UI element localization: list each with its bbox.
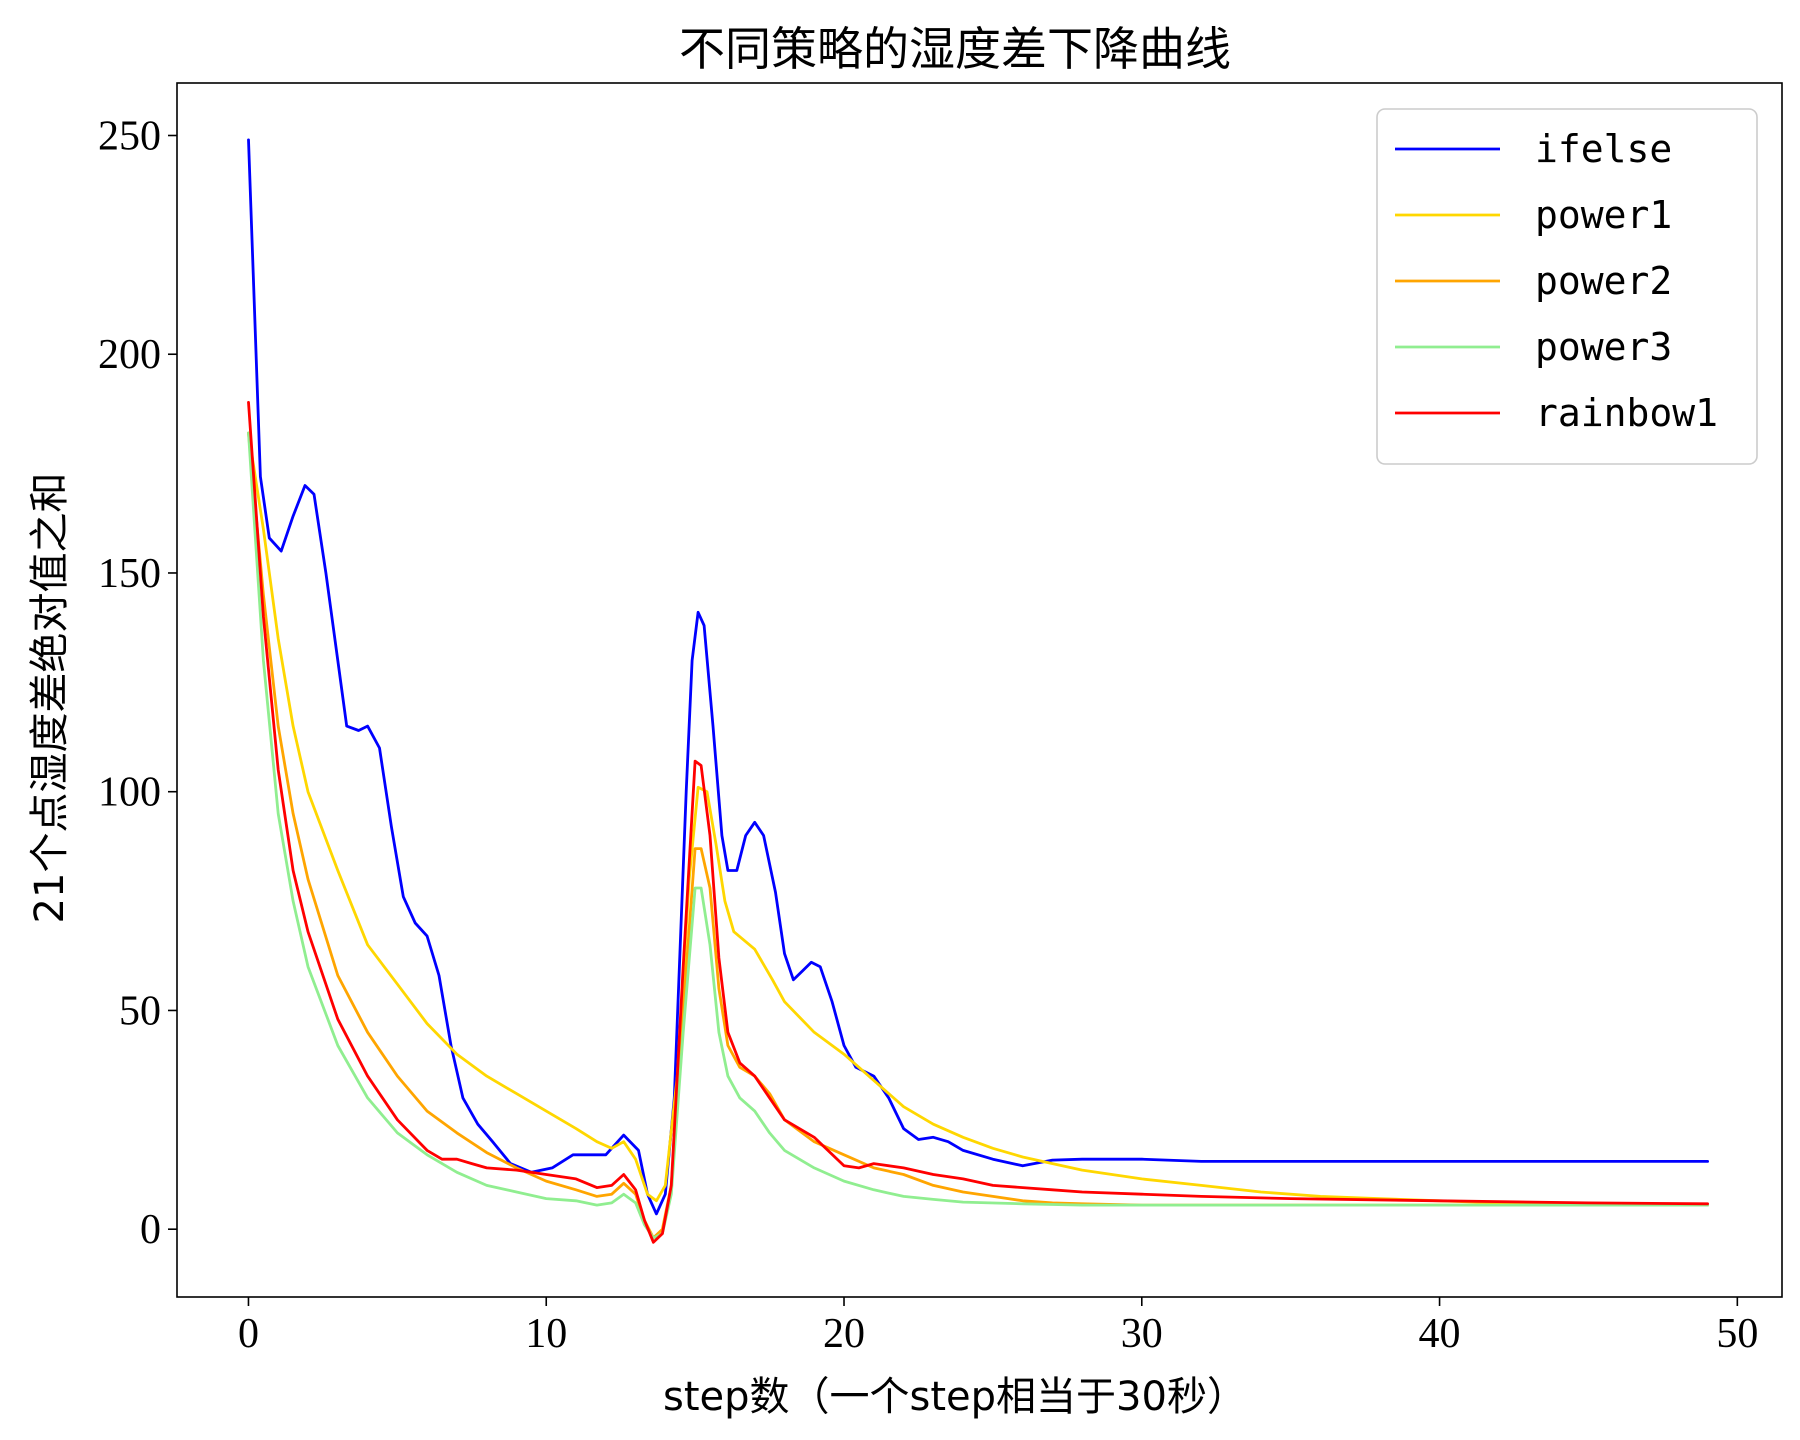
- legend-label: ifelse: [1535, 127, 1672, 171]
- legend: ifelse power1 power2 power3 rainbow1: [1376, 108, 1758, 465]
- y-tick-label: 100: [98, 770, 161, 816]
- series-line-rainbow1: [247, 401, 1709, 1244]
- plot-area-frame: [176, 82, 1783, 1298]
- y-tick-label: 150: [98, 551, 161, 597]
- x-tick-label: 20: [823, 1311, 865, 1357]
- x-tick-label: 0: [238, 1311, 259, 1357]
- x-tick-label: 40: [1419, 1311, 1461, 1357]
- series-lines: [247, 138, 1709, 1244]
- series-line-ifelse: [247, 138, 1709, 1216]
- legend-label: power2: [1535, 259, 1672, 303]
- series-line-power1: [247, 431, 1709, 1207]
- legend-box: [1376, 108, 1758, 465]
- chart-title: 不同策略的湿度差下降曲线: [679, 22, 1231, 76]
- x-tick-label: 50: [1716, 1311, 1758, 1357]
- y-axis-label: 21个点湿度差绝对值之和: [27, 473, 73, 924]
- legend-label: rainbow1: [1535, 391, 1718, 435]
- y-tick-label: 50: [119, 988, 161, 1034]
- y-tick-label: 250: [98, 113, 161, 159]
- axis-ticks: 0 10 20 30 40 50 0 50 100 150 200 250: [98, 113, 1758, 1357]
- series-line-power2: [247, 431, 1709, 1240]
- x-tick-label: 10: [525, 1311, 567, 1357]
- x-axis-label: step数（一个step相当于30秒）: [663, 1374, 1247, 1420]
- legend-label: power1: [1535, 193, 1672, 237]
- x-tick-label: 30: [1121, 1311, 1163, 1357]
- y-tick-label: 200: [98, 332, 161, 378]
- series-line-power3: [247, 431, 1709, 1240]
- y-tick-label: 0: [140, 1207, 161, 1253]
- legend-label: power3: [1535, 325, 1672, 369]
